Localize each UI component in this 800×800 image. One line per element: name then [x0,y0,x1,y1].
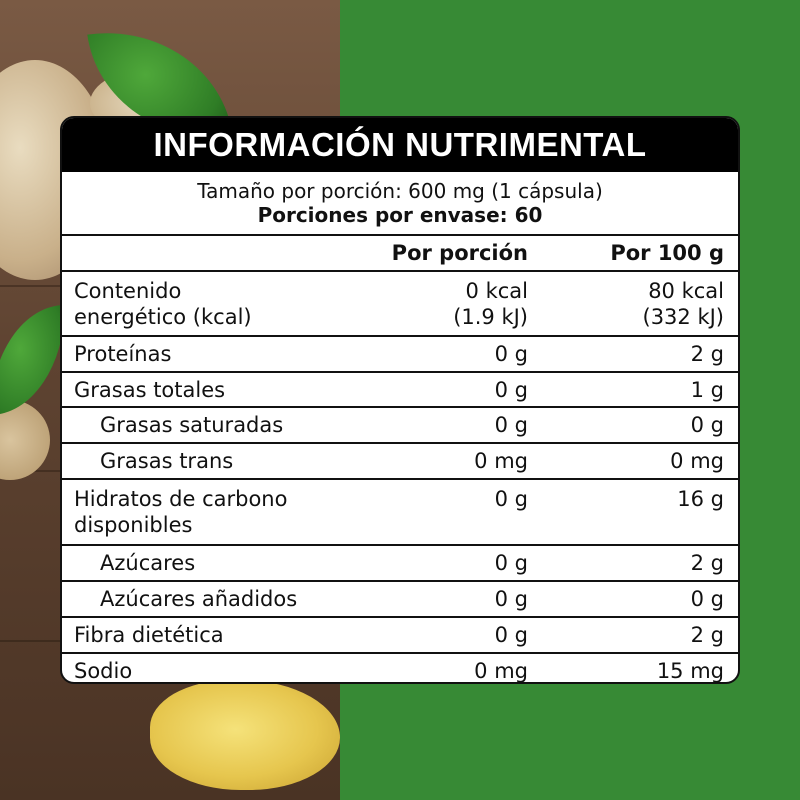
table-row: Azúcares añadidos 0 g 0 g [62,582,738,618]
value-per-100g: 1 g [690,377,724,402]
table-row: Grasas trans 0 mg 0 mg [62,444,738,480]
nutrient-name: Proteínas [74,342,172,366]
value-per-100g: 80 kcal (332 kJ) [642,279,725,329]
nutrient-name: Hidratos de carbono disponibles [74,487,288,537]
table-row: Fibra dietética 0 g 2 g [62,618,738,654]
value-per-100g: 15 mg [656,659,724,683]
nutrient-name: Grasas totales [74,377,226,402]
value-per-100g: 0 g [690,587,724,611]
nutrient-name: Azúcares [100,551,196,575]
servings-per-container: Porciones por envase: 60 [257,203,543,227]
value-per-serving: 0 g [494,487,528,511]
column-header-row: Por porción Por 100 g [62,236,738,272]
value-per-serving: 0 kcal (1.9 kJ) [453,279,528,329]
value-per-serving: 0 g [494,377,528,402]
serving-size: Tamaño por porción: 600 mg (1 cápsula) [197,179,603,203]
table-row: Sodio 0 mg 15 mg [62,654,738,683]
leaf-image [0,305,65,415]
nutrient-name: Contenido energético (kcal) [74,279,252,329]
nutrient-name: Fibra dietética [74,623,224,647]
nutrient-name: Sodio [74,659,133,683]
value-per-serving: 0 mg [474,449,528,473]
table-row: Grasas totales 0 g 1 g [62,373,738,408]
value-per-100g: 0 g [690,413,724,437]
table-row: Contenido energético (kcal) 0 kcal (1.9 … [62,272,738,337]
nutrient-name: Grasas saturadas [100,413,284,437]
value-per-serving: 0 g [494,623,528,647]
value-per-100g: 2 g [690,623,724,647]
value-per-serving: 0 mg [474,659,528,683]
table-row: Hidratos de carbono disponibles 0 g 16 g [62,480,738,546]
nutrition-facts-label: INFORMACIÓN NUTRIMENTAL Tamaño por porci… [60,116,740,684]
nutrient-name: Grasas trans [100,449,234,473]
column-per-serving: Por porción [391,241,528,265]
ginger-root-image [0,400,50,480]
ginger-slice-image [150,680,340,790]
value-per-serving: 0 g [494,551,528,575]
value-per-100g: 2 g [690,551,724,575]
value-per-serving: 0 g [494,587,528,611]
label-title: INFORMACIÓN NUTRIMENTAL [62,118,738,172]
value-per-100g: 2 g [690,342,724,366]
nutrient-name: Azúcares añadidos [100,587,298,611]
serving-info: Tamaño por porción: 600 mg (1 cápsula) P… [62,172,738,236]
table-row: Grasas saturadas 0 g 0 g [62,408,738,444]
column-per-100g: Por 100 g [610,241,724,265]
value-per-100g: 0 mg [670,449,724,473]
table-row: Proteínas 0 g 2 g [62,337,738,373]
value-per-serving: 0 g [494,413,528,437]
value-per-100g: 16 g [677,487,724,511]
value-per-serving: 0 g [494,342,528,366]
table-row: Azúcares 0 g 2 g [62,546,738,582]
